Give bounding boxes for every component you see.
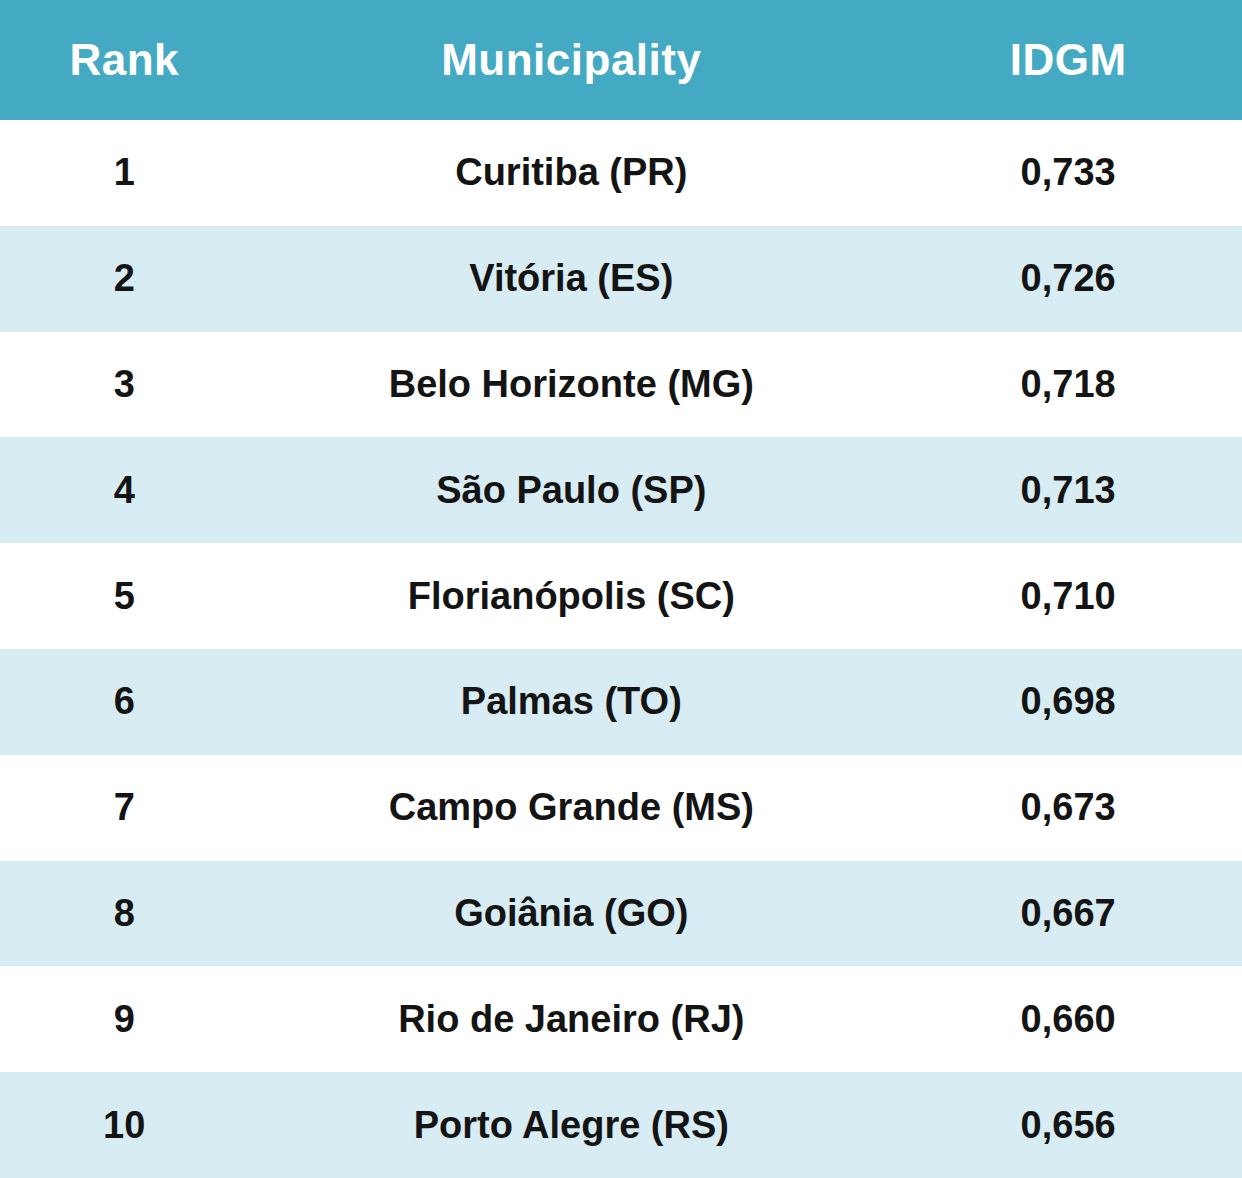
table-row: 9 Rio de Janeiro (RJ) 0,660: [0, 966, 1242, 1072]
municipality-cell: Curitiba (PR): [248, 120, 894, 226]
rank-cell: 4: [0, 437, 248, 543]
municipality-cell: Rio de Janeiro (RJ): [248, 966, 894, 1072]
table-body: 1 Curitiba (PR) 0,733 2 Vitória (ES) 0,7…: [0, 120, 1242, 1178]
table-row: 4 São Paulo (SP) 0,713: [0, 437, 1242, 543]
table-row: 7 Campo Grande (MS) 0,673: [0, 755, 1242, 861]
column-header-municipality: Municipality: [248, 0, 894, 120]
idgm-cell: 0,718: [894, 332, 1242, 438]
rank-cell: 5: [0, 543, 248, 649]
idgm-ranking-table: Rank Municipality IDGM 1 Curitiba (PR) 0…: [0, 0, 1242, 1178]
table-header: Rank Municipality IDGM: [0, 0, 1242, 120]
ranking-table-page: Rank Municipality IDGM 1 Curitiba (PR) 0…: [0, 0, 1242, 1178]
rank-cell: 1: [0, 120, 248, 226]
rank-cell: 6: [0, 649, 248, 755]
idgm-cell: 0,733: [894, 120, 1242, 226]
idgm-cell: 0,698: [894, 649, 1242, 755]
municipality-cell: São Paulo (SP): [248, 437, 894, 543]
municipality-cell: Palmas (TO): [248, 649, 894, 755]
rank-cell: 8: [0, 861, 248, 967]
municipality-cell: Florianópolis (SC): [248, 543, 894, 649]
idgm-cell: 0,710: [894, 543, 1242, 649]
column-header-idgm: IDGM: [894, 0, 1242, 120]
table-row: 3 Belo Horizonte (MG) 0,718: [0, 332, 1242, 438]
municipality-cell: Vitória (ES): [248, 226, 894, 332]
header-row: Rank Municipality IDGM: [0, 0, 1242, 120]
table-row: 1 Curitiba (PR) 0,733: [0, 120, 1242, 226]
rank-cell: 3: [0, 332, 248, 438]
table-row: 5 Florianópolis (SC) 0,710: [0, 543, 1242, 649]
idgm-cell: 0,667: [894, 861, 1242, 967]
table-row: 6 Palmas (TO) 0,698: [0, 649, 1242, 755]
rank-cell: 7: [0, 755, 248, 861]
idgm-cell: 0,726: [894, 226, 1242, 332]
idgm-cell: 0,660: [894, 966, 1242, 1072]
municipality-cell: Campo Grande (MS): [248, 755, 894, 861]
municipality-cell: Belo Horizonte (MG): [248, 332, 894, 438]
table-row: 10 Porto Alegre (RS) 0,656: [0, 1072, 1242, 1178]
table-row: 8 Goiânia (GO) 0,667: [0, 861, 1242, 967]
idgm-cell: 0,713: [894, 437, 1242, 543]
idgm-cell: 0,656: [894, 1072, 1242, 1178]
rank-cell: 9: [0, 966, 248, 1072]
column-header-rank: Rank: [0, 0, 248, 120]
rank-cell: 2: [0, 226, 248, 332]
idgm-cell: 0,673: [894, 755, 1242, 861]
table-row: 2 Vitória (ES) 0,726: [0, 226, 1242, 332]
rank-cell: 10: [0, 1072, 248, 1178]
municipality-cell: Goiânia (GO): [248, 861, 894, 967]
municipality-cell: Porto Alegre (RS): [248, 1072, 894, 1178]
